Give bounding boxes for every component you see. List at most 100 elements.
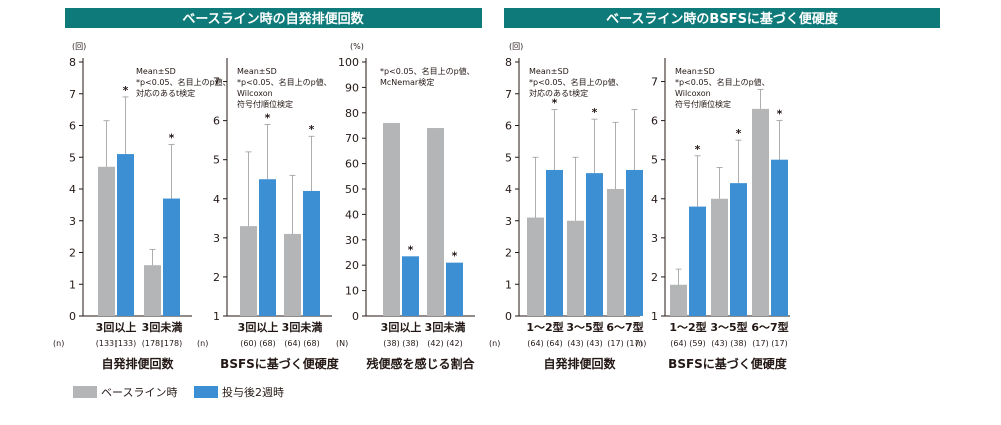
y-tick-label: 2 — [651, 271, 658, 284]
y-tick-label: 10 — [345, 285, 359, 298]
n-label: (68) — [303, 339, 319, 348]
category-label: 3回未満 — [282, 320, 323, 334]
significance-star: * — [309, 123, 315, 136]
n-label: (64) — [527, 339, 543, 348]
category-label: 3回以上 — [238, 320, 279, 334]
stats-note-line: 対応のあるt検定 — [136, 88, 195, 98]
stats-note-line: 符号付順位検定 — [675, 99, 731, 109]
bar-baseline — [711, 198, 728, 316]
bar-baseline — [670, 284, 687, 316]
y-unit-label: (%) — [350, 42, 364, 51]
y-unit-label: (回) — [72, 42, 86, 51]
significance-star: * — [265, 112, 271, 125]
n-label: (178) — [161, 339, 183, 348]
stats-note-line: Mean±SD — [237, 67, 277, 76]
y-tick-label: 3 — [651, 232, 658, 245]
y-tick-label: 7 — [651, 76, 658, 89]
y-tick-label: 5 — [651, 154, 658, 167]
bar-week2 — [689, 206, 706, 316]
significance-star: * — [169, 132, 175, 145]
significance-star: * — [695, 143, 701, 156]
n-label: (64) — [546, 339, 562, 348]
category-label: 1～2型 — [669, 320, 706, 334]
legend-swatch-baseline — [73, 386, 97, 398]
y-tick-label: 2 — [69, 247, 76, 260]
n-label: (42) — [427, 339, 443, 348]
chart-panel-3: 0 10 20 30 40 50 60 70 80 90 100 (%) *p<0.05、名目上のp値、… — [336, 42, 475, 371]
y-tick-label: 6 — [69, 120, 76, 133]
n-label: (133) — [115, 339, 137, 348]
y-tick-label: 8 — [69, 56, 76, 69]
y-tick-label: 30 — [345, 234, 359, 247]
n-label: (60) — [240, 339, 256, 348]
n-prefix-label: (N) — [336, 339, 348, 348]
bar-baseline — [284, 233, 301, 316]
stats-note-line: *p<0.05、名目上のp値、 — [136, 77, 231, 87]
stats-note-line: *p<0.05、名目上のp値、 — [675, 77, 770, 87]
n-label: (178) — [142, 339, 164, 348]
bar-week2 — [771, 159, 788, 316]
stats-note-line: Wilcoxon — [237, 89, 273, 98]
y-tick-label: 1 — [505, 278, 512, 291]
stats-note-line: *p<0.05、名目上のp値、 — [237, 77, 332, 87]
y-tick-label: 3 — [505, 215, 512, 228]
category-label: 3～5型 — [710, 320, 747, 334]
bar-baseline — [567, 220, 584, 316]
bar-week2 — [586, 173, 603, 316]
significance-star: * — [452, 250, 458, 263]
n-label: (43) — [711, 339, 727, 348]
y-tick-label: 6 — [505, 120, 512, 133]
y-tick-label: 0 — [69, 310, 76, 323]
y-tick-label: 8 — [505, 56, 512, 69]
x-axis-title: 残便感を感じる割合 — [366, 356, 475, 371]
y-tick-label: 4 — [213, 193, 220, 206]
x-axis-title: BSFSに基づく便硬度 — [220, 356, 340, 371]
x-axis-title: 自発排便回数 — [543, 356, 616, 371]
legend-label-baseline: ベースライン時 — [101, 386, 177, 399]
y-tick-label: 2 — [505, 247, 512, 260]
stats-note-line: Wilcoxon — [675, 89, 711, 98]
y-tick-label: 4 — [69, 183, 76, 196]
header-right-title: ベースライン時のBSFSに基づく便硬度 — [606, 11, 839, 27]
bar-baseline — [240, 226, 257, 316]
y-tick-label: 3 — [213, 232, 220, 245]
y-tick-label: 90 — [345, 81, 359, 94]
y-tick-label: 3 — [69, 215, 76, 228]
stats-note-line: 符号付順位検定 — [237, 99, 293, 109]
bar-week2 — [730, 183, 747, 316]
stats-note-line: *p<0.05、名目上のp値、 — [529, 77, 624, 87]
y-tick-label: 70 — [345, 132, 359, 145]
bar-baseline — [607, 189, 624, 316]
stats-note-line: *p<0.05、名目上のp値、 — [380, 66, 475, 76]
n-prefix-label: (n) — [635, 339, 646, 348]
x-axis-title: 自発排便回数 — [101, 356, 174, 371]
bar-week2 — [259, 179, 276, 316]
significance-star: * — [123, 84, 129, 97]
y-tick-label: 7 — [505, 88, 512, 101]
y-tick-label: 7 — [69, 88, 76, 101]
n-label: (17) — [607, 339, 623, 348]
n-prefix-label: (n) — [489, 339, 500, 348]
y-tick-label: 60 — [345, 158, 359, 171]
chart-panel-2: 1 2 3 4 5 6 7 Mean±SD*p<0.05、名目上のp値、 Wilcoxon符号付… — [197, 58, 340, 371]
bar-week2 — [303, 190, 320, 316]
n-label: (43) — [586, 339, 602, 348]
category-label: 3～5型 — [566, 320, 603, 334]
bar-baseline — [383, 122, 400, 317]
y-tick-label: 80 — [345, 107, 359, 120]
chart-panel-4: 0 1 2 3 4 5 6 7 8 (回) Mean±SD*p<0.05、名目上のp値、対応のあるt… — [489, 42, 644, 371]
y-tick-label: 1 — [69, 278, 76, 291]
legend-label-week2: 投与後2週時 — [222, 385, 284, 399]
y-tick-label: 50 — [345, 183, 359, 196]
header-left-bg — [65, 8, 482, 28]
bar-baseline — [98, 166, 115, 316]
header-left: ベースライン時の自発排便回数 — [65, 8, 482, 28]
y-tick-label: 5 — [505, 151, 512, 164]
stats-note-line: 対応のあるt検定 — [529, 88, 588, 98]
category-label: 3回以上 — [96, 320, 137, 334]
n-label: (38) — [383, 339, 399, 348]
bar-week2 — [117, 154, 134, 316]
charts: 012345678(回)Mean±SD*p<0.05、名目上のp値、対応のあるt… — [53, 42, 790, 371]
n-prefix-label: (n) — [197, 339, 208, 348]
